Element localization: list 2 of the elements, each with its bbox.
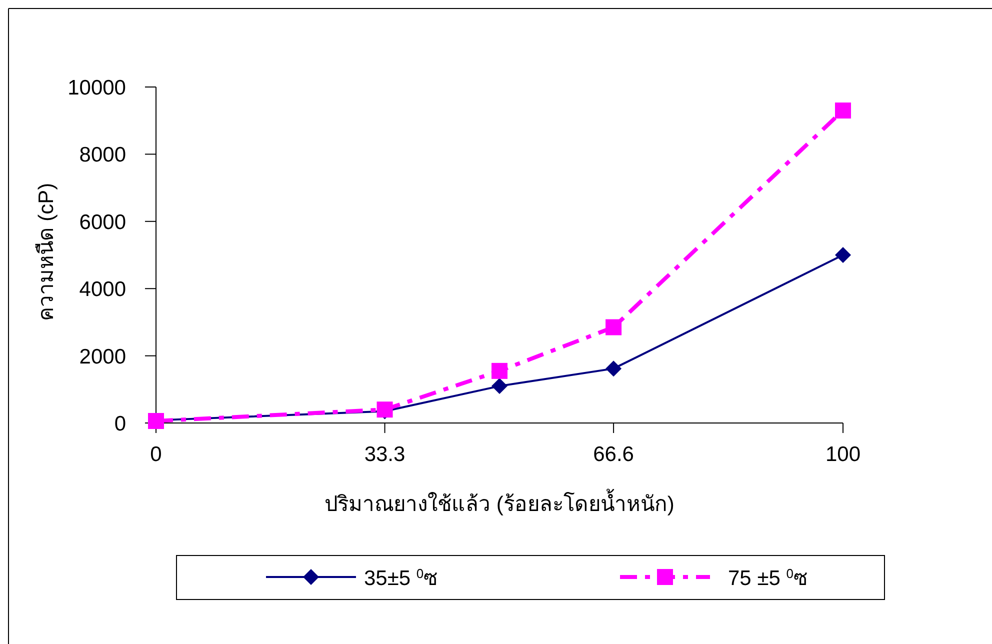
ylabel: ความหนืด (cP) [34, 182, 60, 322]
xlabel: ปริมาณยางใช้แล้ว (ร้อยละโดยน้ำหนัก) [324, 485, 674, 525]
